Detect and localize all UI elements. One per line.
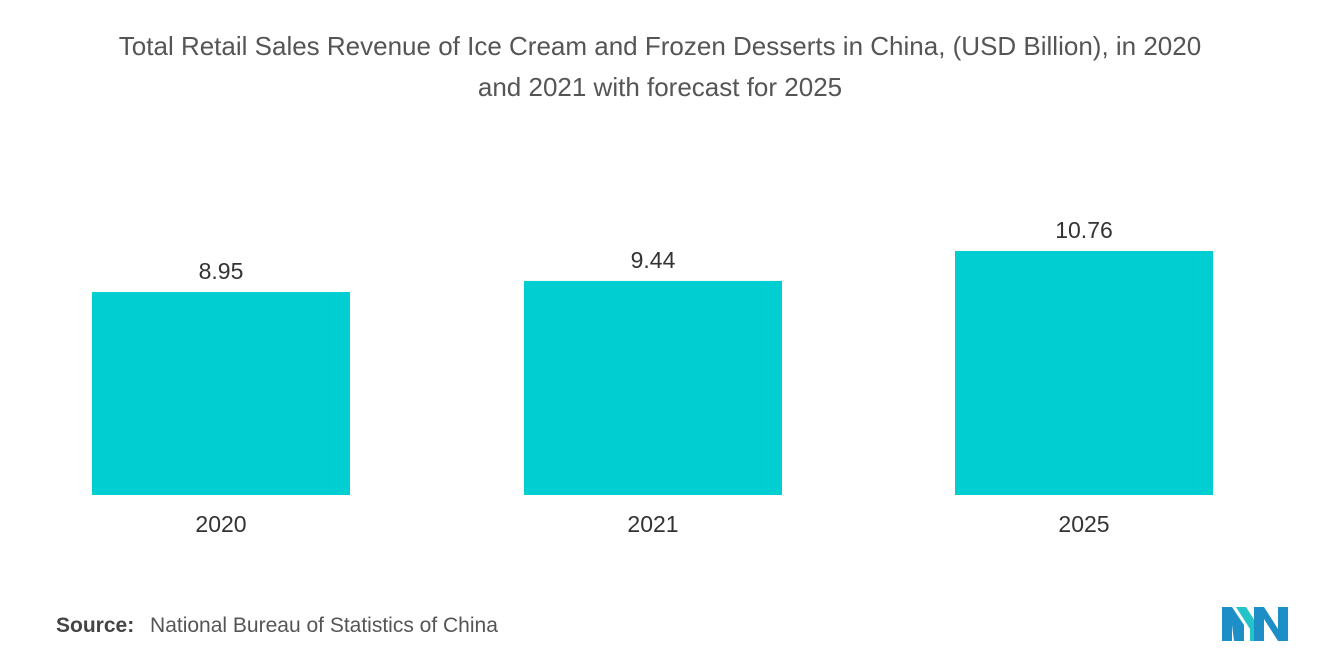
source-text: National Bureau of Statistics of China (150, 614, 498, 637)
chart-title-line-2: and 2021 with forecast for 2025 (477, 72, 843, 102)
data-label-2020: 8.95 (199, 258, 244, 284)
source-label: Source: (56, 614, 135, 637)
x-tick-label-2021: 2021 (627, 511, 678, 537)
logo-shape-right (1254, 607, 1288, 641)
logo-shape-left (1222, 607, 1244, 641)
bar-chart: 8.95 2020 9.44 2021 10.76 2025 (92, 217, 1213, 537)
chart-title-line-1: Total Retail Sales Revenue of Ice Cream … (118, 31, 1202, 61)
bar-2025 (955, 251, 1213, 495)
data-label-2025: 10.76 (1055, 217, 1113, 243)
mordor-intelligence-logo-icon (1222, 607, 1288, 641)
data-label-2021: 9.44 (631, 247, 676, 273)
bar-2021 (524, 280, 782, 495)
chart-title: Total Retail Sales Revenue of Ice Cream … (0, 26, 1320, 108)
bar-2020 (92, 292, 350, 495)
x-tick-label-2025: 2025 (1058, 511, 1109, 537)
x-tick-label-2020: 2020 (195, 511, 246, 537)
source-note: Source: National Bureau of Statistics of… (56, 614, 498, 638)
